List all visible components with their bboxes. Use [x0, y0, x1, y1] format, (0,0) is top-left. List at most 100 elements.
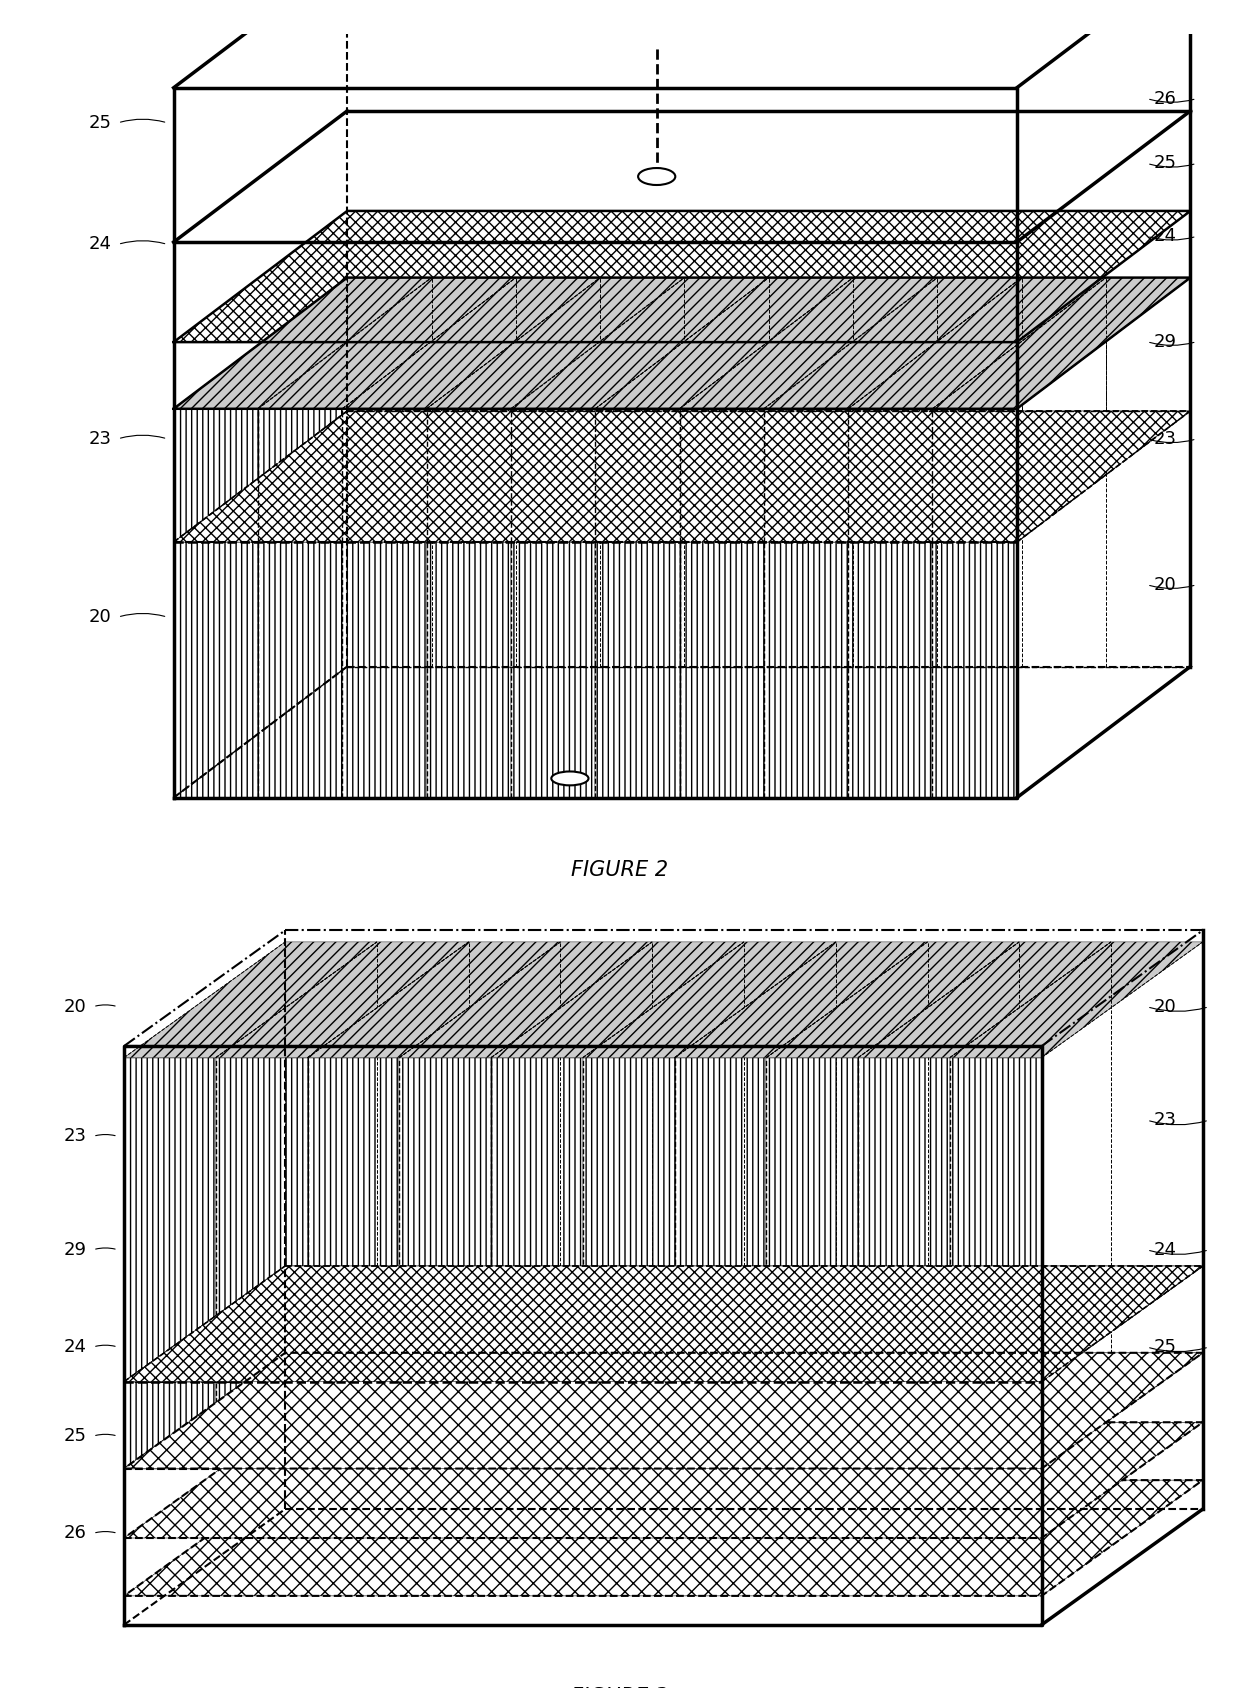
Text: 24: 24	[1153, 228, 1177, 245]
Polygon shape	[216, 1382, 308, 1469]
Polygon shape	[258, 408, 342, 542]
Polygon shape	[848, 408, 932, 798]
Polygon shape	[124, 1382, 216, 1469]
Polygon shape	[511, 277, 769, 408]
Text: 23: 23	[88, 430, 112, 447]
Polygon shape	[848, 277, 1106, 408]
Polygon shape	[766, 1058, 858, 1382]
Text: 25: 25	[63, 1426, 87, 1445]
Polygon shape	[848, 408, 932, 542]
Polygon shape	[174, 211, 1190, 343]
Polygon shape	[766, 1266, 1019, 1382]
Polygon shape	[680, 408, 764, 798]
Polygon shape	[511, 277, 769, 408]
Polygon shape	[124, 942, 377, 1058]
Polygon shape	[950, 1058, 1042, 1382]
Polygon shape	[932, 277, 1190, 408]
Polygon shape	[342, 408, 427, 542]
Polygon shape	[258, 408, 342, 798]
Text: 23: 23	[63, 1128, 87, 1146]
Ellipse shape	[552, 771, 589, 785]
Polygon shape	[216, 1266, 469, 1382]
Polygon shape	[491, 1382, 583, 1469]
Polygon shape	[491, 1058, 583, 1382]
Polygon shape	[932, 408, 1017, 542]
Polygon shape	[174, 408, 258, 542]
Ellipse shape	[639, 169, 676, 186]
Polygon shape	[427, 277, 684, 408]
Polygon shape	[675, 1058, 766, 1382]
Polygon shape	[764, 277, 1022, 408]
Polygon shape	[511, 408, 595, 542]
Text: 23: 23	[1153, 1111, 1177, 1129]
Polygon shape	[595, 277, 853, 408]
Text: 29: 29	[1153, 333, 1177, 351]
Polygon shape	[950, 1266, 1203, 1382]
Polygon shape	[308, 1382, 399, 1469]
Polygon shape	[216, 942, 469, 1058]
Polygon shape	[764, 277, 1022, 408]
Polygon shape	[764, 408, 848, 542]
Polygon shape	[950, 942, 1203, 1058]
Polygon shape	[680, 408, 764, 542]
Polygon shape	[399, 1058, 491, 1382]
Polygon shape	[399, 942, 652, 1058]
Polygon shape	[427, 408, 511, 798]
Text: 25: 25	[88, 113, 112, 132]
Text: 23: 23	[1153, 430, 1177, 447]
Polygon shape	[595, 408, 680, 542]
Polygon shape	[308, 1058, 399, 1382]
Text: 20: 20	[89, 608, 112, 626]
Text: 26: 26	[64, 1524, 87, 1543]
Text: 25: 25	[1153, 1339, 1177, 1355]
Polygon shape	[858, 942, 1111, 1058]
Polygon shape	[858, 1266, 1111, 1382]
Polygon shape	[858, 1058, 950, 1382]
Polygon shape	[174, 408, 258, 798]
Text: 25: 25	[1153, 154, 1177, 172]
Polygon shape	[932, 408, 1017, 798]
Polygon shape	[258, 277, 516, 408]
Text: 24: 24	[88, 235, 112, 253]
Text: 24: 24	[63, 1339, 87, 1355]
Polygon shape	[342, 277, 600, 408]
Polygon shape	[950, 1382, 1042, 1469]
Polygon shape	[174, 277, 1190, 408]
Polygon shape	[675, 1266, 928, 1382]
Polygon shape	[124, 1266, 1203, 1382]
Polygon shape	[583, 942, 836, 1058]
Polygon shape	[174, 410, 1190, 542]
Polygon shape	[124, 1266, 377, 1382]
Polygon shape	[595, 408, 680, 798]
Polygon shape	[427, 277, 684, 408]
Polygon shape	[124, 1058, 216, 1382]
Polygon shape	[342, 408, 427, 798]
Polygon shape	[258, 277, 516, 408]
Polygon shape	[124, 1480, 1203, 1595]
Polygon shape	[511, 408, 595, 798]
Polygon shape	[583, 1382, 675, 1469]
Polygon shape	[675, 942, 928, 1058]
Polygon shape	[766, 1382, 858, 1469]
Polygon shape	[675, 1382, 766, 1469]
Text: 20: 20	[1153, 576, 1176, 594]
Polygon shape	[583, 1266, 836, 1382]
Text: 20: 20	[1153, 998, 1176, 1016]
Polygon shape	[583, 1058, 675, 1382]
Text: 24: 24	[1153, 1241, 1177, 1259]
Polygon shape	[174, 277, 432, 408]
Polygon shape	[308, 1266, 560, 1382]
Polygon shape	[308, 942, 560, 1058]
Polygon shape	[932, 277, 1190, 408]
Polygon shape	[124, 1352, 1203, 1469]
Polygon shape	[399, 1266, 652, 1382]
Polygon shape	[491, 942, 744, 1058]
Text: 26: 26	[1153, 89, 1176, 108]
Polygon shape	[848, 277, 1106, 408]
Polygon shape	[764, 408, 848, 798]
Polygon shape	[491, 1266, 744, 1382]
Text: 20: 20	[64, 998, 87, 1016]
Polygon shape	[766, 942, 1019, 1058]
Text: FIGURE 2: FIGURE 2	[572, 861, 668, 879]
Text: 29: 29	[63, 1241, 87, 1259]
